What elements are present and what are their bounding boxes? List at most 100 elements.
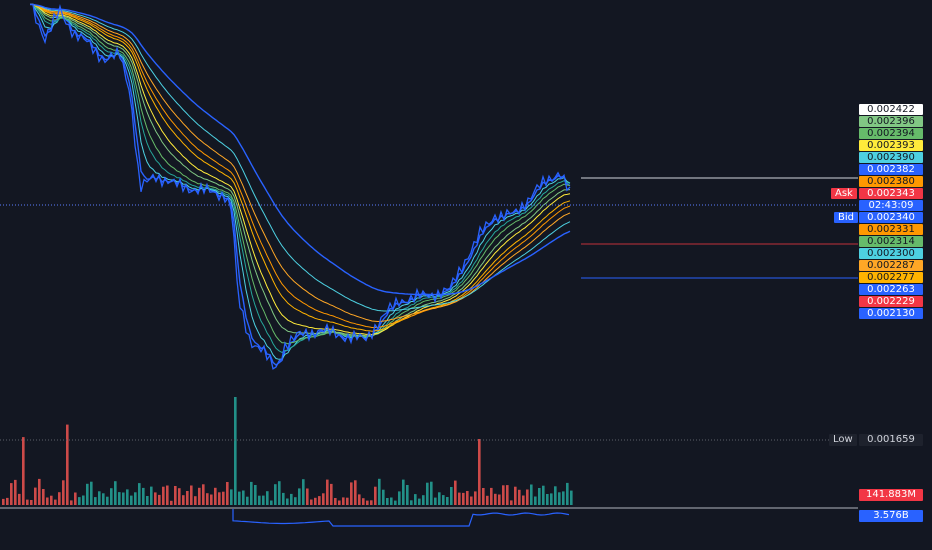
volume-bar (290, 493, 293, 505)
volume-bar (50, 495, 53, 505)
volume-bar (274, 484, 277, 505)
price-label: 0.002422 (859, 104, 923, 115)
volume-bar (526, 489, 529, 505)
price-label: 0.002393 (859, 140, 923, 151)
volume-bar (202, 484, 205, 505)
volume-bar (522, 495, 525, 505)
volume-bar (38, 478, 41, 505)
moving-average-ribbon (29, 3, 571, 370)
volume-bar (418, 498, 421, 505)
price-level-lines (0, 177, 858, 509)
volume-bar (102, 493, 105, 505)
volume-bar (558, 492, 561, 505)
volume-bar (446, 497, 449, 505)
ema-line (30, 3, 571, 296)
price-label: 0.002229 (859, 296, 923, 307)
volume-bar (318, 496, 321, 505)
volume-bar (350, 482, 353, 505)
price-label: 0.002263 (859, 284, 923, 295)
volume-bar (278, 481, 281, 505)
volume-bar (450, 487, 453, 505)
volume-bar (294, 497, 297, 505)
volume-bar (206, 493, 209, 505)
volume-bar (246, 496, 249, 505)
volume-bar (502, 485, 505, 505)
volume-bar (398, 491, 401, 505)
volume-bar (378, 478, 381, 505)
volume-bar (474, 491, 477, 505)
volume-bar (14, 479, 17, 505)
volume-bar (546, 494, 549, 505)
volume-bar (182, 495, 185, 505)
volume-bars (2, 397, 573, 505)
volume-bar (94, 497, 97, 505)
volume-bar (42, 489, 45, 505)
price-label: 0.002314 (859, 236, 923, 247)
ema-line (30, 3, 571, 345)
volume-bar (118, 492, 121, 505)
volume-bar (26, 499, 29, 505)
volume-bar (210, 494, 213, 505)
volume-bar (62, 480, 65, 505)
volume-bar (322, 493, 325, 505)
volume-bar (314, 497, 317, 505)
volume-bar (570, 490, 573, 505)
volume-bar (262, 495, 265, 505)
volume-bar (358, 494, 361, 505)
volume-bar (78, 497, 81, 505)
volume-bar (174, 486, 177, 505)
volume-bar (154, 492, 157, 505)
price-label: 0.002277 (859, 272, 923, 283)
volume-bar (382, 489, 385, 505)
volume-bar (98, 491, 101, 505)
volume-bar (414, 494, 417, 505)
volume-bar (462, 492, 465, 505)
volume-label: 141.883M (859, 489, 923, 501)
volume-bar (494, 493, 497, 505)
volume-bar (166, 485, 169, 505)
volume-bar (266, 491, 269, 505)
volume-bar (2, 498, 5, 505)
volume-bar (438, 492, 441, 505)
volume-bar (58, 492, 61, 505)
volume-bar (54, 499, 57, 505)
volume-bar (550, 493, 553, 505)
volume-bar (150, 486, 153, 505)
volume-bar (250, 481, 253, 505)
volume-bar (478, 439, 481, 505)
volume-bar (498, 494, 501, 505)
volume-bar (194, 496, 197, 505)
indicator-line (232, 509, 570, 527)
low-price-label: 0.001659 (859, 434, 923, 446)
volume-bar (370, 500, 373, 505)
volume-bar (510, 500, 513, 505)
volume-bar (410, 500, 413, 505)
volume-bar (298, 488, 301, 505)
volume-bar (406, 485, 409, 505)
volume-bar (86, 483, 89, 505)
price-label: 0.002382 (859, 164, 923, 175)
volume-bar (402, 479, 405, 505)
volume-bar (482, 488, 485, 505)
ema-line (30, 3, 571, 336)
volume-bar (258, 495, 261, 505)
volume-bar (74, 492, 77, 505)
volume-bar (354, 480, 357, 505)
volume-bar (254, 485, 257, 505)
volume-bar (394, 500, 397, 505)
ask-tag: Ask (831, 188, 857, 199)
volume-bar (518, 489, 521, 505)
volume-bar (466, 491, 469, 505)
volume-bar (426, 482, 429, 505)
volume-bar (10, 483, 13, 505)
ema-line (29, 3, 571, 360)
ema-line (30, 3, 571, 329)
volume-bar (430, 481, 433, 505)
volume-bar (374, 486, 377, 505)
volume-bar (386, 498, 389, 505)
ema-line (30, 3, 571, 332)
volume-bar (66, 424, 69, 505)
volume-bar (18, 493, 21, 505)
